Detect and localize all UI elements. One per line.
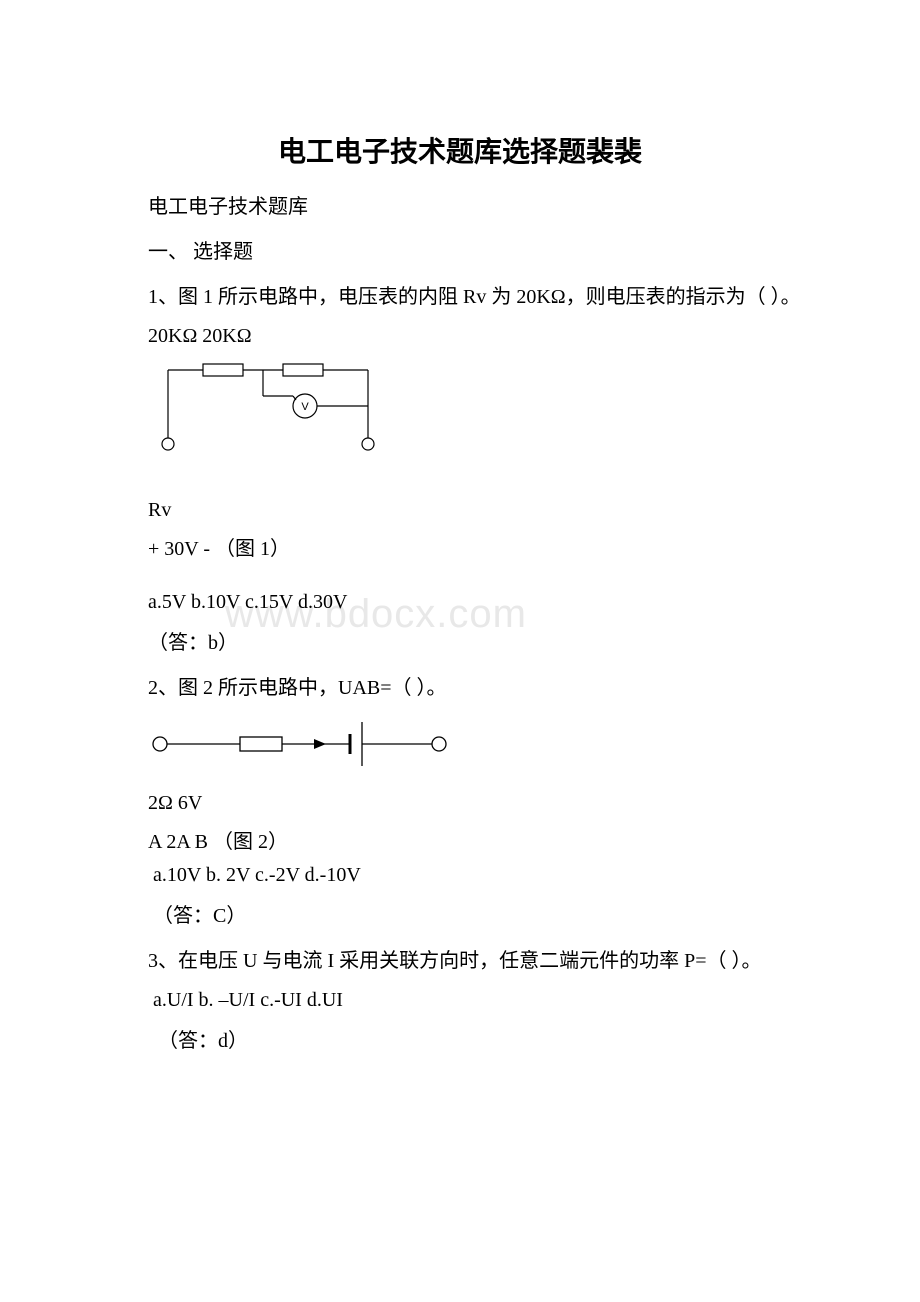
circuit-diagram-2 [148, 716, 458, 771]
q1-answer: （答：b） [100, 626, 820, 655]
subtitle: 电工电子技术题库 [100, 190, 820, 219]
q1-source-label: + 30V - （图 1） [100, 532, 820, 561]
q3-options: a.U/I b. –U/I c.-UI d.UI [100, 989, 820, 1012]
page-title: 电工电子技术题库选择题裴裴 [100, 130, 820, 170]
q2-component-labels: 2Ω 6V [100, 792, 820, 815]
q3-text: 3、在电压 U 与电流 I 采用关联方向时，任意二端元件的功率 P=（ ）。 [100, 946, 820, 977]
q1-rv-label: Rv [100, 499, 820, 522]
q1-text: 1、图 1 所示电路中，电压表的内阻 Rv 为 20KΩ，则电压表的指示为（ ）… [100, 282, 820, 313]
q2-options: a.10V b. 2V c.-2V d.-10V [100, 864, 820, 887]
q2-answer: （答：C） [100, 899, 820, 928]
voltmeter-label: V [301, 401, 309, 413]
q3-answer: （答：d） [100, 1024, 820, 1053]
q1-options: a.5V b.10V c.15V d.30V [100, 591, 820, 614]
q2-text: 2、图 2 所示电路中，UAB=（ ）。 [100, 673, 820, 704]
section-label: 一、 选择题 [100, 235, 820, 264]
q2-diagram [148, 716, 820, 776]
q2-terminals: A 2A B （图 2） [100, 825, 820, 854]
q1-labels-top: 20KΩ 20KΩ [100, 325, 820, 348]
q1-diagram: V [148, 358, 820, 463]
circuit-diagram-1: V [148, 358, 388, 458]
